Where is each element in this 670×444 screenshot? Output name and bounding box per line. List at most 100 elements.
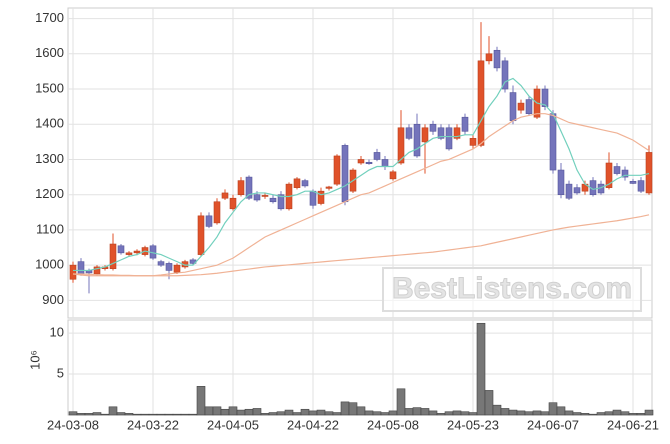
volume-bar <box>108 406 118 416</box>
y-tick-label: 1300 <box>35 151 64 166</box>
candle-body <box>637 180 645 192</box>
candle-body <box>245 176 253 199</box>
x-tick-label: 24-06-07 <box>527 417 579 432</box>
volume-bar <box>444 411 454 416</box>
candle-body <box>157 261 165 266</box>
candle-body <box>117 245 125 254</box>
candle-body <box>261 195 269 197</box>
x-tick-label: 24-05-23 <box>447 417 499 432</box>
candle-body <box>309 190 317 206</box>
volume-bar <box>348 402 358 416</box>
candle-body <box>477 60 485 146</box>
candle-body <box>293 178 301 188</box>
candle-body <box>325 186 333 189</box>
candle-body <box>485 53 493 62</box>
volume-bar <box>404 408 414 416</box>
candle-body <box>69 264 77 280</box>
candle-body <box>541 88 549 107</box>
volume-bar <box>508 409 518 416</box>
volume-bar <box>396 388 406 416</box>
candle-body <box>125 252 133 255</box>
candle-body <box>565 183 573 199</box>
y-tick-label: 900 <box>42 292 64 307</box>
watermark: BestListens.com <box>392 272 632 305</box>
grid <box>68 8 652 415</box>
candle-body <box>357 159 365 164</box>
candle-body <box>493 49 501 69</box>
candle-body <box>469 138 477 146</box>
volume-bar <box>92 412 102 416</box>
volume-bar <box>172 413 182 416</box>
volume-bar <box>452 410 462 416</box>
x-tick-label: 24-05-08 <box>367 417 419 432</box>
y-tick-label: 10 <box>50 325 64 340</box>
volume-bar <box>580 413 590 416</box>
y-tick-label: 1500 <box>35 80 64 95</box>
volume-bar <box>132 413 142 416</box>
volume-bar <box>388 410 398 416</box>
volume-bar <box>188 413 198 416</box>
y-tick-label: 1700 <box>35 10 64 25</box>
volume-bar <box>628 413 638 416</box>
volume-bar <box>204 406 214 416</box>
candle-body <box>405 127 413 139</box>
volume-bar <box>220 408 230 416</box>
candle-body <box>549 113 557 171</box>
volume-bar <box>548 402 558 416</box>
volume-bar <box>460 411 470 416</box>
candle-body <box>525 99 533 114</box>
volume-bar <box>588 413 598 416</box>
candle-body <box>621 169 629 178</box>
candle-body <box>133 250 141 254</box>
volume-bar <box>340 401 350 416</box>
volume-bar <box>236 409 246 416</box>
volume-bar <box>500 408 510 416</box>
x-tick-label: 24-04-22 <box>287 417 339 432</box>
volume-bar <box>76 413 86 416</box>
candle-body <box>333 155 341 185</box>
candle-body <box>517 102 525 111</box>
volume-bar <box>364 410 374 416</box>
volume-bar <box>324 411 334 416</box>
volume-bar <box>292 412 302 416</box>
volume-bar <box>84 413 94 416</box>
volume-bar <box>252 408 262 416</box>
volume-bar <box>532 410 542 416</box>
x-tick-label: 24-03-22 <box>127 417 179 432</box>
candle-body <box>365 161 373 165</box>
volume-bar <box>300 408 310 416</box>
volume-bar <box>372 411 382 416</box>
volume-bar <box>516 410 526 416</box>
volume-bar <box>412 407 422 416</box>
candle-body <box>421 127 429 143</box>
volume-bar <box>356 406 366 416</box>
x-tick-label: 24-03-08 <box>47 417 99 432</box>
candle-body <box>205 215 213 227</box>
candle-body <box>437 127 445 139</box>
candle-body <box>341 145 349 203</box>
volume-bar <box>492 404 502 416</box>
volume-bar <box>284 409 294 416</box>
candle-body <box>501 60 509 90</box>
x-tick-label: 24-04-05 <box>207 417 259 432</box>
candle-body <box>165 263 173 271</box>
candle-body <box>197 215 205 255</box>
candle-body <box>109 243 117 269</box>
candle-body <box>461 116 469 132</box>
candle-body <box>605 162 613 188</box>
volume-bar <box>100 413 110 416</box>
moving-average <box>72 113 650 277</box>
volume-bar <box>436 413 446 416</box>
volume-bar <box>564 410 574 416</box>
candle-body <box>645 152 653 194</box>
volume-bar <box>260 413 270 416</box>
candle-body <box>277 194 285 210</box>
volume-bar <box>332 412 342 416</box>
volume-bar <box>212 406 222 416</box>
volume-bar <box>468 412 478 416</box>
volume-bar <box>124 413 134 416</box>
candle-body <box>229 197 237 210</box>
volume-bar <box>228 406 238 416</box>
volume-bar <box>612 409 622 416</box>
